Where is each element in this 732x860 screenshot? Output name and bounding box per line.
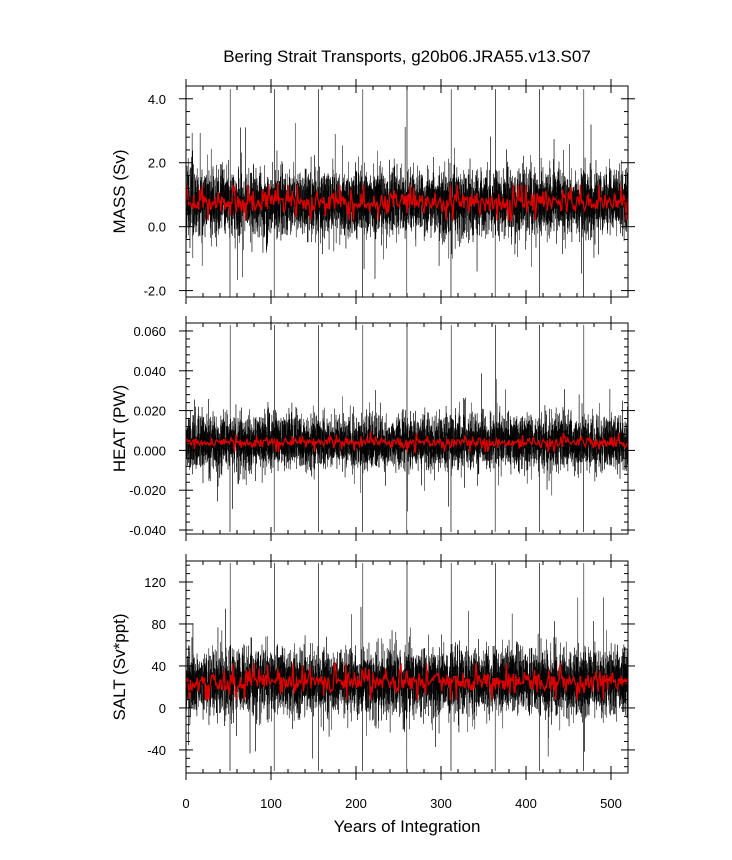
mass-y-tick-label: 2.0 bbox=[148, 156, 166, 171]
panel-heat: -0.040 -0.020 0.000 0.020 0.040 0.060 HEAT (PW… bbox=[110, 316, 635, 541]
x-tick-label: 100 bbox=[260, 796, 282, 811]
heat-y-tick-label: -0.040 bbox=[129, 523, 166, 538]
heat-y-tick-label: 0.000 bbox=[133, 443, 166, 458]
x-tick-label: 400 bbox=[515, 796, 537, 811]
mass-monthly-series bbox=[186, 89, 628, 297]
x-tick-label: 500 bbox=[600, 796, 622, 811]
salt-annual-mean-series bbox=[186, 662, 628, 701]
heat-y-tick-label: 0.020 bbox=[133, 404, 166, 419]
heat-y-tick-label: 0.060 bbox=[133, 324, 166, 339]
salt-y-tick-label: 120 bbox=[144, 575, 166, 590]
salt-y-tick-label: 0 bbox=[159, 701, 166, 716]
mass-y-axis-label: MASS (Sv) bbox=[110, 149, 129, 233]
heat-monthly-series bbox=[186, 324, 628, 533]
mass-annual-mean-series bbox=[186, 183, 628, 222]
mass-y-tick-label: 4.0 bbox=[148, 92, 166, 107]
panel-mass: -2.0 0.0 2.0 4.0 MASS (Sv) bbox=[110, 79, 635, 304]
heat-y-tick-label: -0.020 bbox=[129, 483, 166, 498]
heat-y-tick-label: 0.040 bbox=[133, 364, 166, 379]
x-axis-label: Years of Integration bbox=[334, 817, 481, 836]
salt-y-tick-label: 80 bbox=[152, 617, 166, 632]
x-tick-label: 300 bbox=[430, 796, 452, 811]
mass-y-tick-label: -2.0 bbox=[144, 284, 166, 299]
x-tick-label: 200 bbox=[345, 796, 367, 811]
x-tick-label: 0 bbox=[182, 796, 189, 811]
heat-annual-mean-series bbox=[186, 431, 628, 454]
salt-monthly-series bbox=[186, 563, 628, 771]
salt-y-tick-label: -40 bbox=[147, 743, 166, 758]
mass-y-tick-label: 0.0 bbox=[148, 220, 166, 235]
figure-title: Bering Strait Transports, g20b06.JRA55.v… bbox=[223, 47, 591, 66]
heat-y-axis-label: HEAT (PW) bbox=[110, 385, 129, 472]
panel-salt: -40 0 40 80 120 0 100 200 300 400 500 SALT (Sv*ppt) bbox=[110, 554, 635, 811]
salt-y-axis-label: SALT (Sv*ppt) bbox=[110, 613, 129, 720]
salt-y-tick-label: 40 bbox=[152, 659, 166, 674]
